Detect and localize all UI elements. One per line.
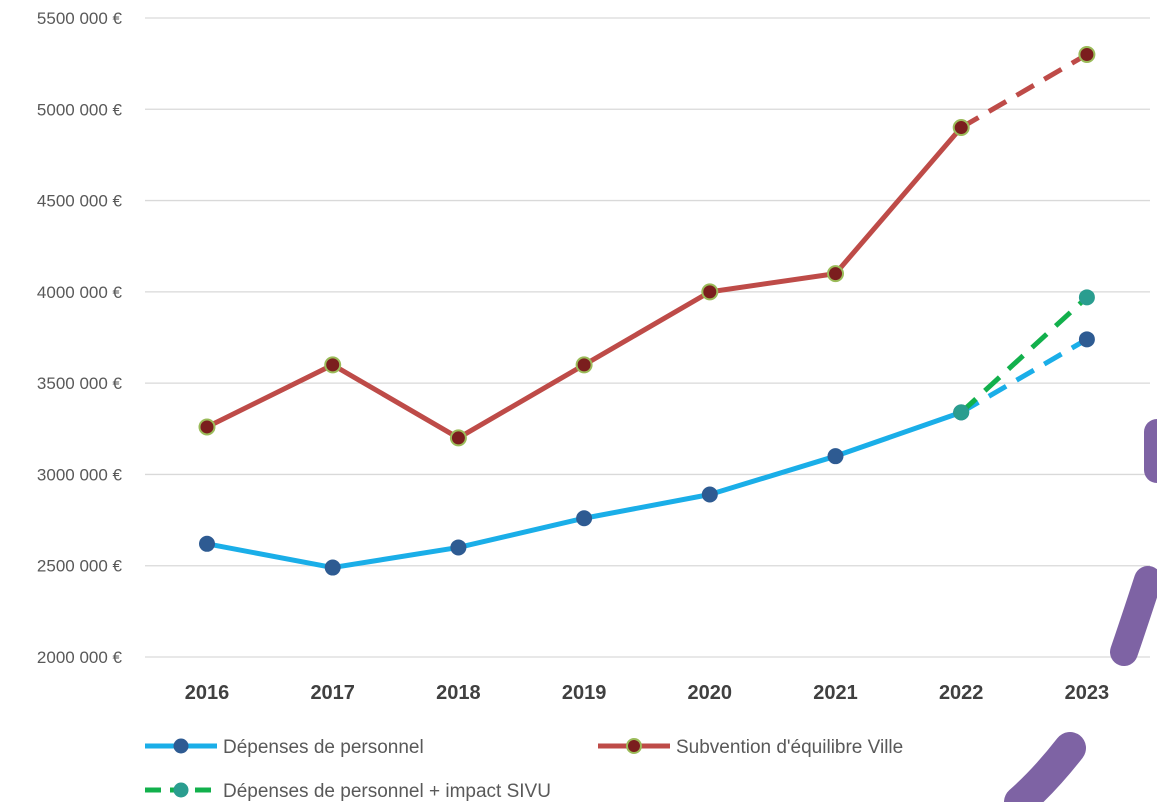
series-1-point [450,539,467,556]
legend-label: Dépenses de personnel [223,737,424,758]
y-tick-label: 2000 000 € [37,648,123,667]
legend-label: Subvention d'équilibre Ville [676,737,903,758]
series-2-point [827,265,844,283]
legend-item: Dépenses de personnel [145,737,424,758]
x-tick-label: 2016 [185,682,230,704]
series-1-point [199,535,215,552]
series-1-point [324,559,341,576]
series-1-point [827,448,844,465]
y-tick-label: 2500 000 € [37,557,123,576]
x-tick-label: 2019 [562,682,607,704]
series-2-point [449,429,467,447]
legend-item: Subvention d'équilibre Ville [598,737,903,758]
legend-item: Dépenses de personnel + impact SIVU [145,781,551,802]
series-1-point [576,510,593,527]
series-markers [198,46,1096,576]
series-2-point [701,283,719,301]
series-1-point [701,486,718,503]
series-2-point [1078,46,1096,64]
y-tick-label: 4000 000 € [37,283,123,302]
brush-stroke [1110,566,1157,666]
series-2-point [324,356,342,374]
series-2-projection-line [959,52,1089,130]
legend-marker [626,738,642,754]
y-tick-label: 5000 000 € [37,100,123,119]
series-3-point [953,404,970,421]
legend-label: Dépenses de personnel + impact SIVU [223,781,551,802]
brush-stroke [1004,732,1086,802]
legend-marker [173,782,189,798]
series-1-line [204,409,964,571]
series-1-point [1078,331,1095,348]
series-1-projection-line [959,337,1089,415]
y-axis-tick-labels: 2000 000 € 2500 000 € 3000 000 € 3500 000 €… [37,9,123,667]
series-3-line [959,295,1089,415]
series-2-point [198,418,216,436]
x-axis-tick-labels: 2016 2017 2018 2019 2020 2021 2022 2023 [185,682,1109,704]
legend: Dépenses de personnel Subvention d'équili… [145,737,903,802]
y-tick-label: 5500 000 € [37,9,123,28]
purple-brush-strokes [1004,419,1157,802]
x-tick-label: 2023 [1065,682,1110,704]
y-tick-label: 3500 000 € [37,374,123,393]
x-tick-label: 2017 [310,682,355,704]
x-tick-label: 2022 [939,682,984,704]
x-tick-label: 2018 [436,682,481,704]
series-3-point [1078,289,1095,306]
y-tick-label: 4500 000 € [37,192,123,211]
series-2-point [952,119,970,137]
x-tick-label: 2020 [688,682,733,704]
x-tick-label: 2021 [813,682,858,704]
y-tick-label: 3000 000 € [37,465,123,484]
series-2-point [575,356,593,374]
series-2-line [204,125,964,441]
legend-marker [173,738,189,754]
